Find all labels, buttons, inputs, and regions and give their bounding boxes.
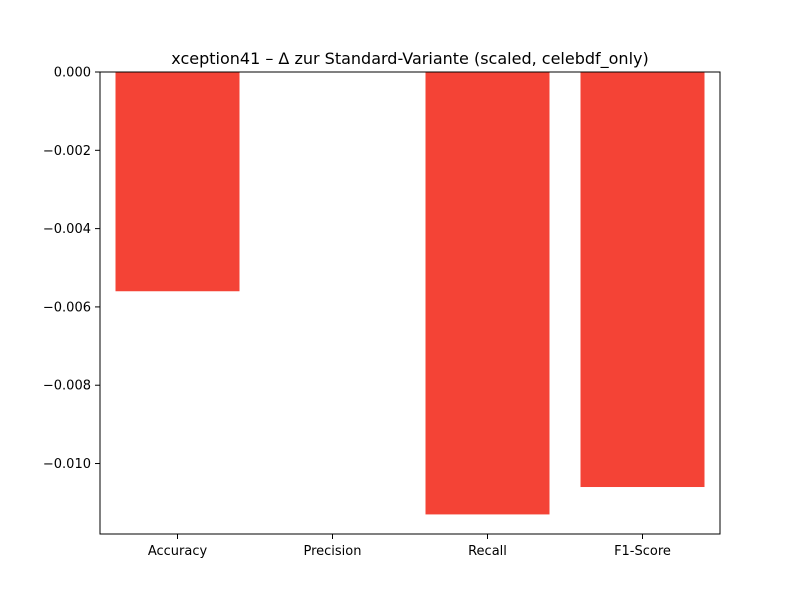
- bar-accuracy: [115, 72, 240, 292]
- bar-recall: [425, 72, 550, 515]
- bar-f1-score: [580, 72, 705, 488]
- x-tick-label: F1-Score: [614, 544, 671, 559]
- x-tick-label: Recall: [468, 544, 507, 559]
- y-tick-label: −0.004: [43, 222, 91, 237]
- axes-layer: 0.000 −0.002 −0.004 −0.006 −0.008 −0.010 Accur…: [43, 66, 721, 559]
- plot-frame: [99, 71, 721, 535]
- y-tick-label: −0.006: [43, 300, 91, 315]
- chart-title: xception41 – Δ zur Standard-Variante (sc…: [171, 49, 648, 69]
- x-tick-label: Accuracy: [148, 544, 208, 559]
- y-tick-label: −0.002: [43, 144, 91, 159]
- y-tick-label: −0.010: [43, 457, 91, 472]
- x-tick-label: Precision: [303, 544, 361, 559]
- bars-layer: [115, 72, 705, 515]
- y-tick-label: −0.008: [43, 379, 91, 394]
- y-tick-label: 0.000: [54, 66, 91, 81]
